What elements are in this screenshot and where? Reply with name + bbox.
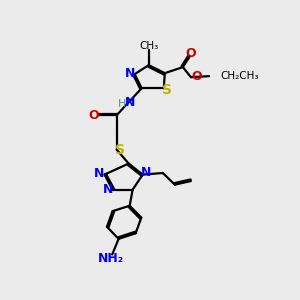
Text: S: S bbox=[162, 83, 172, 97]
Text: H: H bbox=[118, 99, 127, 109]
Text: N: N bbox=[125, 96, 135, 109]
Text: N: N bbox=[103, 183, 113, 196]
Text: NH₂: NH₂ bbox=[98, 253, 124, 266]
Text: N: N bbox=[124, 67, 135, 80]
Text: N: N bbox=[141, 167, 152, 179]
Text: CH₃: CH₃ bbox=[139, 40, 158, 51]
Text: CH₂CH₃: CH₂CH₃ bbox=[220, 71, 259, 81]
Text: N: N bbox=[94, 167, 104, 180]
Text: O: O bbox=[186, 47, 196, 60]
Text: O: O bbox=[191, 70, 202, 83]
Text: O: O bbox=[89, 109, 99, 122]
Text: S: S bbox=[115, 143, 125, 158]
